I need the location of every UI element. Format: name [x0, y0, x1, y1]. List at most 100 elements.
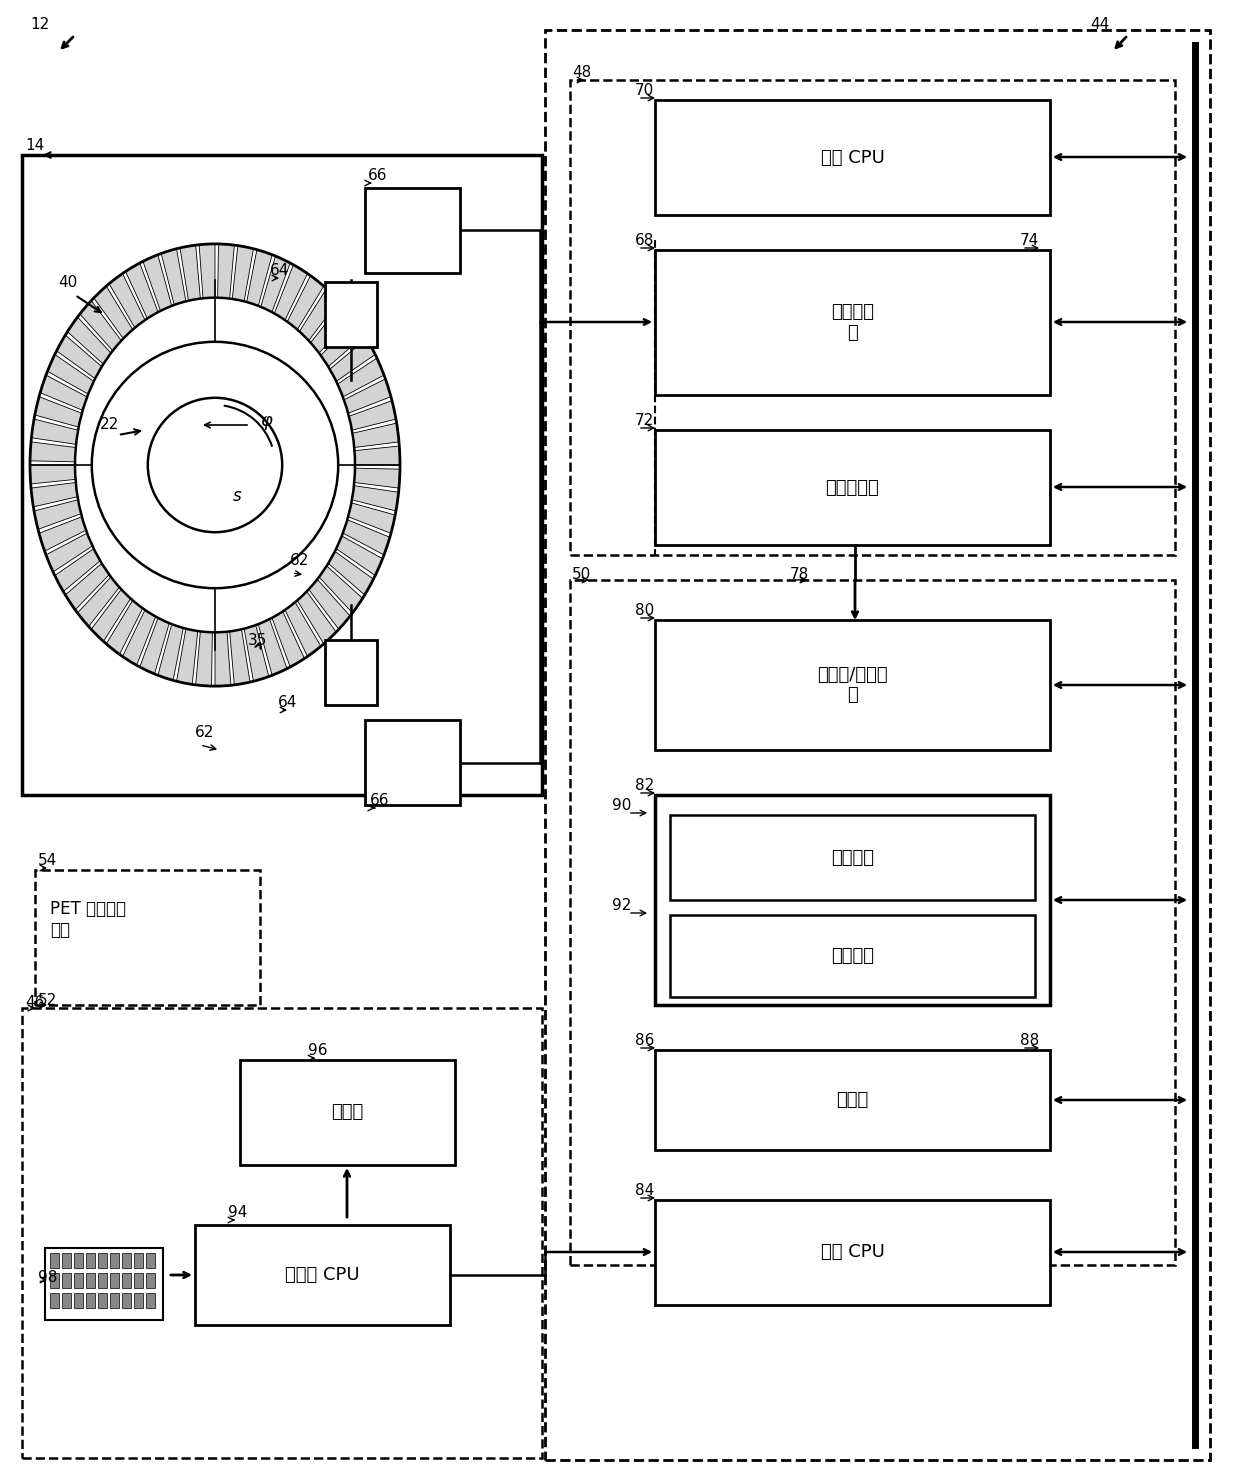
- Text: 66: 66: [370, 793, 389, 808]
- Wedge shape: [232, 246, 253, 301]
- Text: 14: 14: [25, 138, 45, 153]
- Wedge shape: [67, 317, 110, 365]
- Text: 采集 CPU: 采集 CPU: [821, 148, 884, 166]
- Wedge shape: [348, 400, 396, 430]
- Wedge shape: [107, 600, 143, 655]
- Bar: [74, 1292, 83, 1309]
- Bar: [195, 1226, 450, 1325]
- Bar: [670, 914, 1035, 997]
- Wedge shape: [200, 245, 215, 298]
- Wedge shape: [123, 611, 156, 665]
- Bar: [570, 579, 1176, 1266]
- Bar: [86, 1252, 95, 1269]
- Bar: [62, 1292, 71, 1309]
- Text: 46: 46: [25, 994, 45, 1011]
- Text: 96: 96: [308, 1043, 327, 1058]
- Wedge shape: [337, 359, 384, 397]
- Text: 98: 98: [38, 1270, 57, 1285]
- Bar: [35, 870, 260, 1005]
- Wedge shape: [79, 301, 122, 351]
- Bar: [241, 1060, 455, 1165]
- Text: 分类器/直方图
器: 分类器/直方图 器: [817, 665, 888, 704]
- Text: 62: 62: [290, 553, 309, 568]
- Bar: [325, 282, 377, 347]
- Bar: [62, 1252, 71, 1269]
- Bar: [110, 1292, 119, 1309]
- Text: 52: 52: [38, 993, 57, 1008]
- Bar: [365, 720, 460, 805]
- Bar: [22, 1008, 542, 1458]
- Text: 事件定位
器: 事件定位 器: [831, 304, 874, 342]
- Ellipse shape: [92, 342, 339, 588]
- Text: 90: 90: [613, 797, 631, 814]
- Text: 工作站 CPU: 工作站 CPU: [285, 1266, 360, 1283]
- Bar: [365, 188, 460, 273]
- Text: 62: 62: [195, 725, 215, 740]
- Bar: [122, 1252, 131, 1269]
- Text: 78: 78: [790, 568, 810, 582]
- Wedge shape: [180, 245, 201, 301]
- Text: 35: 35: [248, 633, 268, 648]
- Wedge shape: [31, 419, 78, 445]
- Bar: [22, 156, 542, 794]
- Bar: [45, 1248, 162, 1320]
- Bar: [134, 1273, 143, 1288]
- Wedge shape: [258, 619, 286, 676]
- Text: 44: 44: [1090, 16, 1110, 33]
- Wedge shape: [298, 591, 336, 643]
- Bar: [74, 1273, 83, 1288]
- Text: 图像阵列: 图像阵列: [831, 947, 874, 965]
- Bar: [122, 1292, 131, 1309]
- Bar: [122, 1273, 131, 1288]
- Wedge shape: [355, 446, 401, 465]
- Text: 70: 70: [635, 83, 655, 98]
- Text: 72: 72: [635, 413, 655, 428]
- Bar: [98, 1252, 107, 1269]
- Wedge shape: [319, 566, 362, 614]
- Bar: [655, 430, 1050, 545]
- Wedge shape: [161, 249, 186, 305]
- Wedge shape: [311, 304, 352, 353]
- Wedge shape: [299, 289, 339, 341]
- Wedge shape: [78, 576, 119, 627]
- Bar: [655, 99, 1050, 215]
- Text: 处理器: 处理器: [836, 1091, 869, 1109]
- Wedge shape: [47, 354, 94, 394]
- Text: 数据阵列: 数据阵列: [831, 849, 874, 867]
- Bar: [146, 1292, 155, 1309]
- Wedge shape: [31, 483, 78, 507]
- Text: 显示器: 显示器: [331, 1104, 363, 1122]
- Text: 94: 94: [228, 1205, 247, 1220]
- Bar: [655, 794, 1050, 1005]
- Wedge shape: [30, 442, 76, 462]
- Wedge shape: [343, 520, 389, 554]
- Wedge shape: [143, 255, 171, 311]
- Wedge shape: [329, 551, 373, 594]
- Wedge shape: [38, 517, 86, 551]
- Wedge shape: [94, 286, 133, 338]
- Wedge shape: [109, 274, 145, 328]
- Bar: [86, 1273, 95, 1288]
- Wedge shape: [229, 630, 250, 685]
- Wedge shape: [176, 628, 197, 685]
- Bar: [546, 30, 1210, 1460]
- Wedge shape: [272, 612, 305, 667]
- Text: 50: 50: [572, 568, 591, 582]
- Bar: [50, 1292, 60, 1309]
- Wedge shape: [348, 502, 396, 534]
- Wedge shape: [33, 499, 81, 529]
- Wedge shape: [336, 536, 383, 575]
- Bar: [655, 1051, 1050, 1150]
- Wedge shape: [30, 465, 76, 485]
- Wedge shape: [274, 265, 308, 320]
- Bar: [655, 1200, 1050, 1306]
- Text: s: s: [233, 488, 242, 505]
- Wedge shape: [309, 579, 350, 630]
- Text: φ: φ: [260, 412, 272, 430]
- Wedge shape: [244, 625, 269, 682]
- Wedge shape: [55, 548, 100, 591]
- Bar: [110, 1273, 119, 1288]
- Text: 88: 88: [1021, 1033, 1039, 1048]
- Wedge shape: [46, 534, 93, 572]
- Bar: [50, 1252, 60, 1269]
